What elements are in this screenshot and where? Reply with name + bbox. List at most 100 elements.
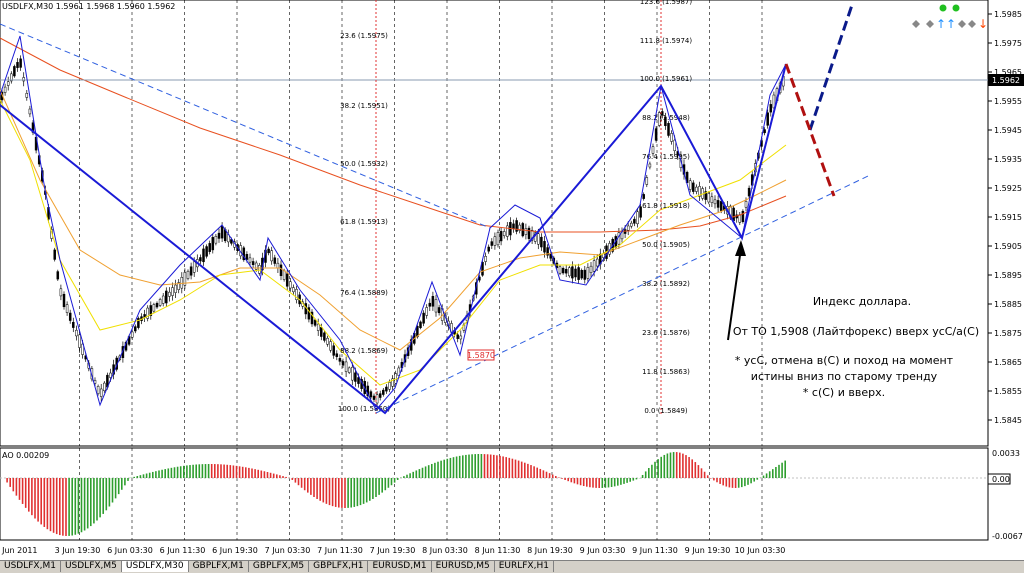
candle-body — [589, 265, 593, 273]
time-tick-label: 8 Jun 03:30 — [422, 546, 468, 555]
candle-body — [313, 319, 317, 326]
candle-body — [512, 223, 515, 229]
candle-body — [673, 139, 676, 151]
candle-body — [633, 218, 636, 224]
diamond-icon — [968, 20, 976, 28]
tab-eurusd-m5[interactable]: EURUSD,M5 — [432, 561, 495, 572]
diamond-icon — [926, 20, 934, 28]
time-tick-label: 8 Jun 19:30 — [527, 546, 573, 555]
time-tick-label: 7 Jun 03:30 — [265, 546, 311, 555]
candle-body — [165, 290, 168, 304]
indicator-axis-mid: 0.00 — [992, 475, 1010, 484]
candle-body — [388, 381, 391, 390]
candle-body — [242, 247, 246, 261]
candle-body — [657, 112, 661, 126]
price-tick-label: 1.5875 — [994, 329, 1022, 338]
candle-body — [499, 231, 503, 242]
pointer-arrow-head — [735, 240, 746, 256]
candle-body — [493, 236, 497, 246]
candle-body — [357, 377, 360, 384]
candle-body — [341, 361, 345, 366]
candle-body — [428, 302, 432, 307]
candle-body — [543, 241, 546, 253]
time-tick-label: 9 Jun 11:30 — [632, 546, 678, 555]
candle-body — [134, 326, 137, 332]
candle-body — [307, 307, 311, 320]
candle-body — [251, 261, 255, 265]
time-tick-label: 3 Jun 19:30 — [55, 546, 101, 555]
time-tick-label: 7 Jun 19:30 — [370, 546, 416, 555]
chart-header: USDLFX,M30 1.5961 1.5968 1.5960 1.5962 — [2, 2, 175, 11]
tab-gbplfx-h1[interactable]: GBPLFX,H1 — [309, 561, 369, 572]
candle-body — [351, 366, 354, 381]
price-tick-label: 1.5905 — [994, 242, 1022, 251]
tab-usdlfx-m30[interactable]: USDLFX,M30 — [121, 561, 189, 572]
fib-right-levels: 123.6 (1.5987) 111.8 (1.5974) 100.0 (1.596… — [640, 0, 692, 415]
candle-body — [211, 237, 215, 251]
candle-body — [171, 287, 174, 296]
candle-body — [416, 326, 419, 338]
fib-right-label: 100.0 (1.5961) — [640, 75, 692, 83]
candle-body — [481, 262, 484, 276]
tab-usdlfx-m5[interactable]: USDLFX,M5 — [61, 561, 122, 572]
candle-body — [217, 232, 221, 239]
price-tag-box — [467, 349, 495, 361]
candle-body — [688, 180, 692, 190]
time-tick-label: 6 Jun 03:30 — [107, 546, 153, 555]
annotation-line4: * с(С) и вверх. — [803, 386, 885, 399]
symbol-tabs: USDLFX,M1 USDLFX,M5 USDLFX,M30 GBPLFX,M1 GBP… — [0, 560, 1024, 573]
time-tick-label: 9 Jun 19:30 — [685, 546, 731, 555]
candle-body — [639, 206, 642, 218]
candle-body — [220, 225, 224, 239]
candle-body — [316, 323, 320, 331]
ao-histogram — [6, 452, 787, 536]
current-price-box — [988, 74, 1024, 86]
candle-body — [537, 233, 540, 245]
price-axis: 1.5985 1.5975 1.5965 1.5955 1.5945 1.5935 1.59… — [988, 10, 1022, 425]
candle-body — [329, 341, 332, 351]
candle-body — [713, 199, 717, 205]
price-tick-label: 1.5885 — [994, 300, 1022, 309]
candle-body — [177, 282, 180, 290]
candle-body — [137, 318, 140, 328]
price-pane[interactable] — [0, 0, 989, 447]
candle-body — [710, 196, 714, 203]
candle-body — [422, 312, 425, 324]
candle-body — [692, 182, 695, 192]
candle-body — [155, 302, 159, 308]
candle-body — [592, 260, 596, 272]
price-tick-label: 1.5915 — [994, 213, 1022, 222]
candle-body — [320, 327, 323, 337]
candle-body — [53, 249, 56, 260]
tab-gbplfx-m5[interactable]: GBPLFX,M5 — [249, 561, 310, 572]
candle-body — [282, 270, 286, 280]
diamond-icon — [958, 20, 966, 28]
candle-body — [158, 299, 162, 306]
tab-eurusd-m1[interactable]: EURUSD,M1 — [368, 561, 432, 572]
candle-body — [642, 194, 645, 199]
tab-eurlfx-h1[interactable]: EURLFX,H1 — [495, 561, 554, 572]
price-tick-label: 1.5855 — [994, 387, 1022, 396]
arrow-up-icon: ↑ — [946, 17, 956, 31]
candle-body — [496, 232, 500, 246]
green-dot-icon — [939, 4, 947, 12]
fib-left-label: 50.0 (1.5932) — [340, 160, 388, 168]
ma-orange-line — [0, 89, 787, 351]
tab-gbplfx-m1[interactable]: GBPLFX,M1 — [189, 561, 249, 572]
candle-body — [245, 254, 249, 260]
candle-body — [205, 246, 208, 257]
time-tick-label: 7 Jun 11:30 — [317, 546, 363, 555]
candle-body — [146, 307, 149, 319]
candle-body — [558, 266, 562, 274]
candle-body — [707, 193, 711, 203]
candle-body — [564, 268, 568, 274]
price-tick-label: 1.5845 — [994, 416, 1022, 425]
candle-body — [103, 382, 106, 392]
candle-body — [568, 267, 571, 277]
tab-usdlfx-m1[interactable]: USDLFX,M1 — [0, 561, 61, 572]
candle-body — [332, 345, 335, 356]
candle-body — [289, 281, 292, 289]
chart-canvas[interactable]: 1.5985 1.5975 1.5965 1.5955 1.5945 1.5935 1.59… — [0, 0, 1024, 560]
candle-body — [385, 386, 388, 392]
minor-wave-line — [0, 35, 787, 411]
